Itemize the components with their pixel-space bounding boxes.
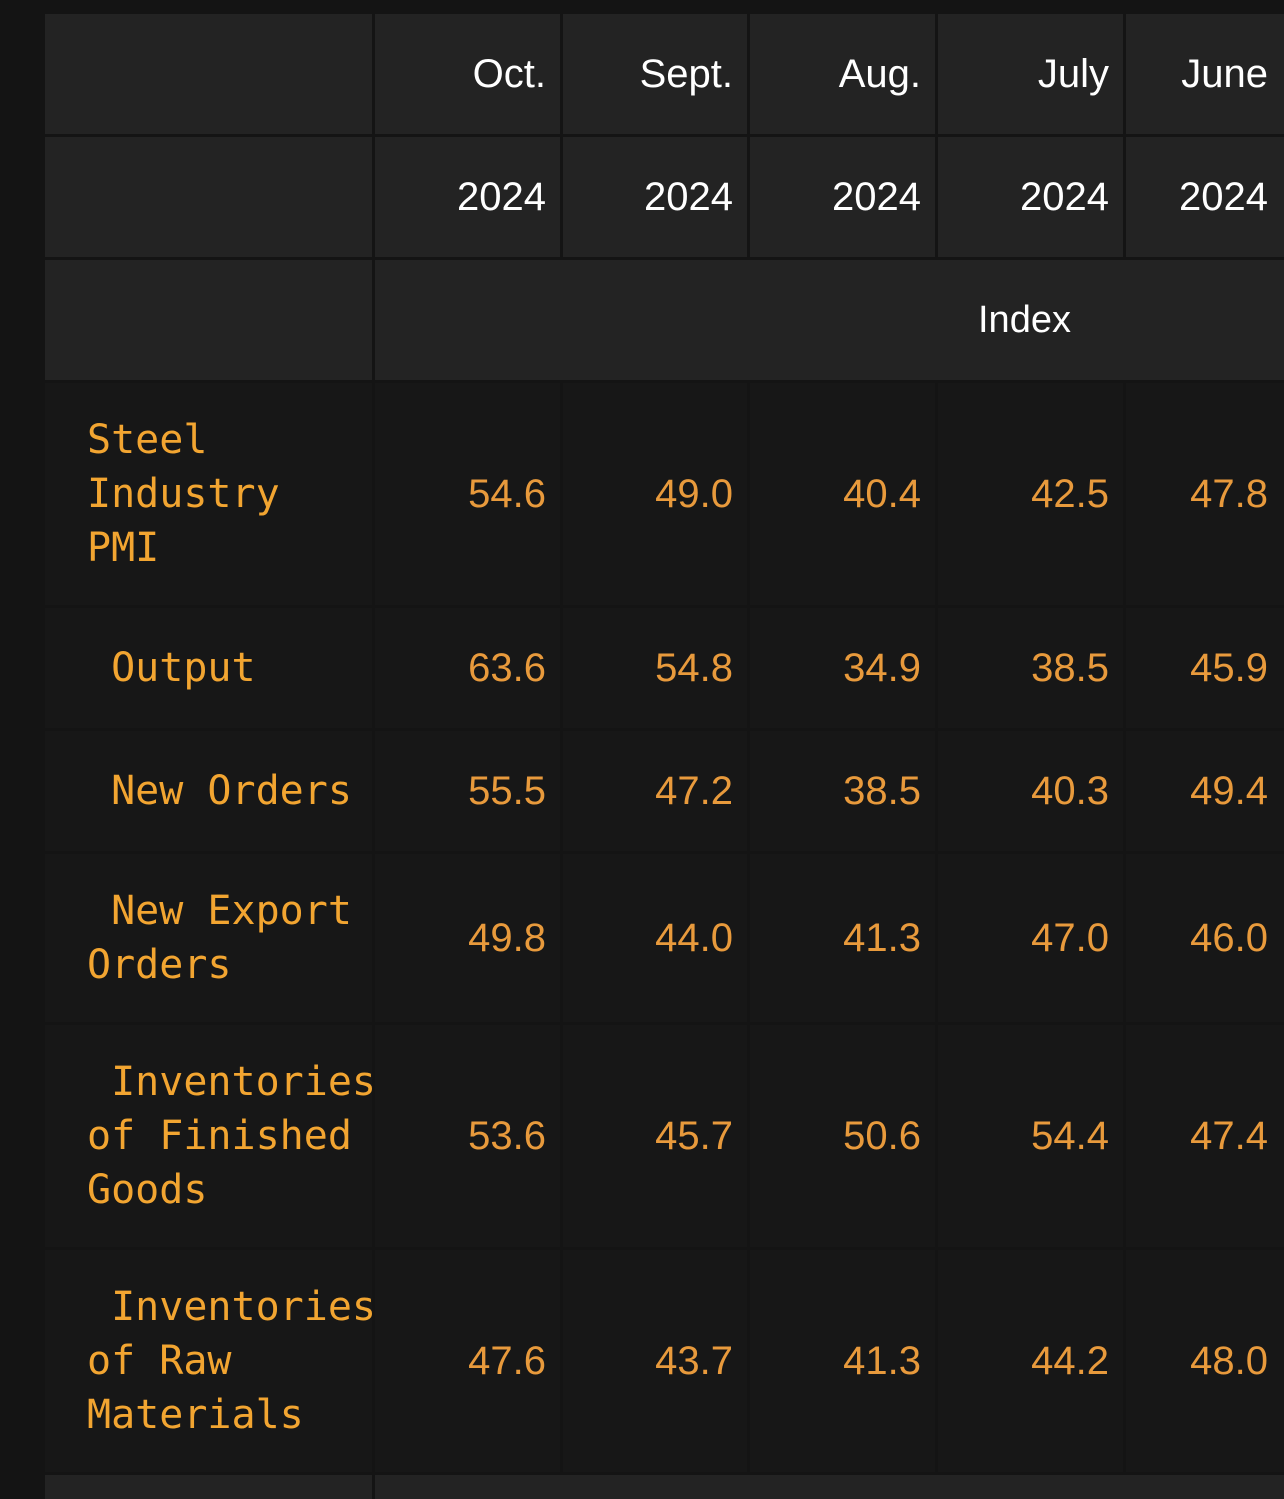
value-cell: 49.0 (563, 383, 747, 605)
value-cell: 44.0 (563, 854, 747, 1022)
value-cell: 47.0 (938, 854, 1123, 1022)
year-header: 2024 (1126, 137, 1284, 257)
month-header: July (938, 14, 1123, 134)
month-header: Oct. (375, 14, 560, 134)
row-label: New Export Orders (45, 854, 372, 1022)
value-cell: 63.6 (375, 608, 560, 728)
value-cell: 53.6 (375, 1025, 560, 1247)
month-header: Sept. (563, 14, 747, 134)
month-header: June (1126, 14, 1284, 134)
value-cell: 49.8 (375, 854, 560, 1022)
value-cell: 46.0 (1126, 854, 1284, 1022)
unit-label: Index (978, 298, 1071, 341)
header-corner-1 (45, 14, 372, 134)
header-corner-2 (45, 137, 372, 257)
value-cell: 47.6 (375, 1250, 560, 1472)
value-cell: 38.5 (938, 608, 1123, 728)
row-label: Steel Industry PMI (45, 383, 372, 605)
value-cell: 54.8 (563, 608, 747, 728)
year-header: 2024 (750, 137, 935, 257)
next-row-corner (45, 1475, 372, 1499)
value-cell: 47.8 (1126, 383, 1284, 605)
next-row-cell (375, 1475, 1284, 1499)
year-header: 2024 (563, 137, 747, 257)
row-label: New Orders (45, 731, 372, 851)
header-corner-3 (45, 260, 372, 380)
value-cell: 50.6 (750, 1025, 935, 1247)
month-header: Aug. (750, 14, 935, 134)
value-cell: 41.3 (750, 1250, 935, 1472)
value-cell: 44.2 (938, 1250, 1123, 1472)
value-cell: 40.4 (750, 383, 935, 605)
value-cell: 43.7 (563, 1250, 747, 1472)
value-cell: 40.3 (938, 731, 1123, 851)
year-header: 2024 (938, 137, 1123, 257)
value-cell: 55.5 (375, 731, 560, 851)
value-cell: 54.4 (938, 1025, 1123, 1247)
value-cell: 41.3 (750, 854, 935, 1022)
value-cell: 38.5 (750, 731, 935, 851)
value-cell: 42.5 (938, 383, 1123, 605)
value-cell: 47.4 (1126, 1025, 1284, 1247)
row-label: Output (45, 608, 372, 728)
row-label: Inventories of Raw Materials (45, 1250, 376, 1472)
value-cell: 45.7 (563, 1025, 747, 1247)
value-cell: 34.9 (750, 608, 935, 728)
unit-header-cell: Index (375, 260, 1284, 380)
value-cell: 54.6 (375, 383, 560, 605)
value-cell: 48.0 (1126, 1250, 1284, 1472)
value-cell: 47.2 (563, 731, 747, 851)
value-cell: 45.9 (1126, 608, 1284, 728)
row-label: Inventories of Finished Goods (45, 1025, 376, 1247)
value-cell: 49.4 (1126, 731, 1284, 851)
year-header: 2024 (375, 137, 560, 257)
